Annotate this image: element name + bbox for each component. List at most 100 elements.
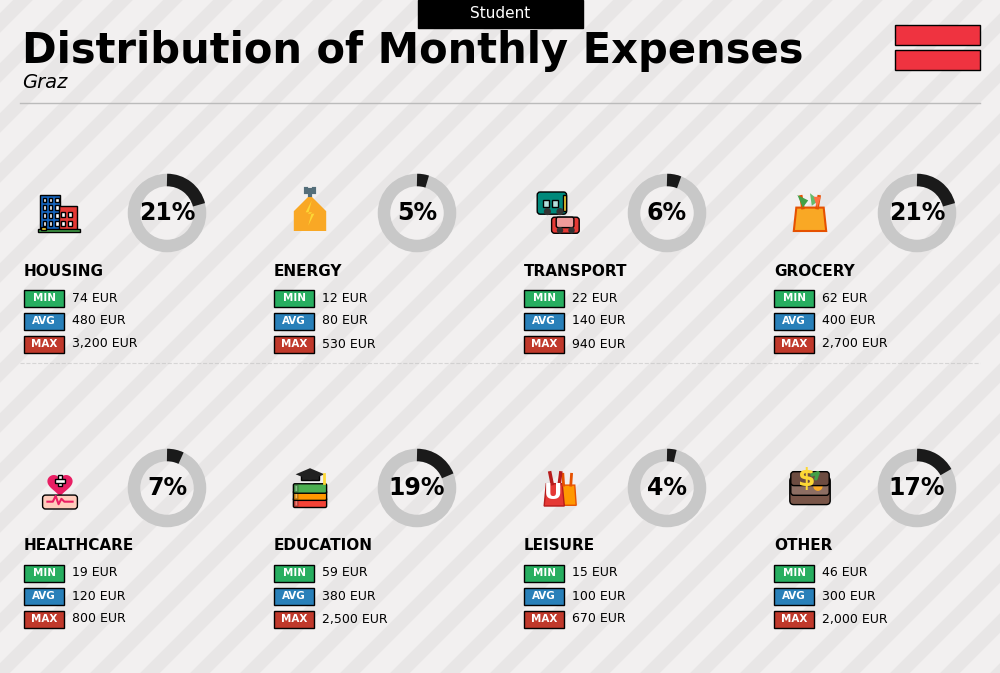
Text: 6%: 6% [647,201,687,225]
FancyBboxPatch shape [49,205,52,210]
Text: LEISURE: LEISURE [524,538,595,553]
Text: MIN: MIN [532,568,556,578]
Text: U: U [544,483,563,503]
Text: 17%: 17% [889,476,945,500]
Text: EDUCATION: EDUCATION [274,538,373,553]
FancyBboxPatch shape [24,336,64,353]
FancyBboxPatch shape [774,312,814,330]
FancyBboxPatch shape [293,498,327,507]
Text: 400 EUR: 400 EUR [822,314,876,328]
FancyBboxPatch shape [274,610,314,627]
FancyBboxPatch shape [49,221,52,225]
FancyBboxPatch shape [59,206,77,231]
Text: MAX: MAX [281,614,307,624]
Text: MIN: MIN [283,568,306,578]
FancyBboxPatch shape [55,205,59,210]
FancyBboxPatch shape [68,221,72,225]
Circle shape [557,227,563,234]
Text: 3,200 EUR: 3,200 EUR [72,337,138,351]
Text: 2,000 EUR: 2,000 EUR [822,612,888,625]
FancyBboxPatch shape [274,312,314,330]
FancyBboxPatch shape [774,588,814,604]
Text: 21%: 21% [889,201,945,225]
Text: MAX: MAX [531,339,557,349]
FancyBboxPatch shape [24,289,64,306]
Polygon shape [794,207,826,231]
FancyBboxPatch shape [43,213,46,217]
Text: MAX: MAX [531,614,557,624]
FancyBboxPatch shape [295,485,298,492]
Text: AVG: AVG [782,591,806,601]
Text: Distribution of Monthly Expenses: Distribution of Monthly Expenses [22,30,804,72]
Text: MAX: MAX [281,339,307,349]
FancyBboxPatch shape [774,610,814,627]
Polygon shape [797,195,808,207]
FancyBboxPatch shape [55,197,59,202]
Circle shape [556,208,564,215]
FancyBboxPatch shape [524,588,564,604]
Text: $: $ [798,466,815,491]
Text: 80 EUR: 80 EUR [322,314,368,328]
FancyBboxPatch shape [43,205,46,210]
FancyBboxPatch shape [552,217,579,234]
FancyBboxPatch shape [790,476,830,505]
Text: 15 EUR: 15 EUR [572,567,618,579]
Text: MAX: MAX [31,339,57,349]
FancyBboxPatch shape [58,475,62,486]
FancyBboxPatch shape [68,212,72,217]
FancyBboxPatch shape [24,565,64,581]
Text: HEALTHCARE: HEALTHCARE [24,538,134,553]
Text: 21%: 21% [139,201,195,225]
Text: MIN: MIN [782,568,806,578]
Text: MIN: MIN [32,293,56,303]
FancyBboxPatch shape [49,213,52,217]
FancyBboxPatch shape [774,565,814,581]
Polygon shape [296,468,324,480]
FancyBboxPatch shape [895,25,980,45]
Polygon shape [544,484,564,506]
Text: Graz: Graz [22,73,67,92]
Text: 480 EUR: 480 EUR [72,314,126,328]
FancyBboxPatch shape [524,610,564,627]
Text: AVG: AVG [532,591,556,601]
Text: 2,500 EUR: 2,500 EUR [322,612,388,625]
Text: 120 EUR: 120 EUR [72,590,126,602]
FancyBboxPatch shape [524,336,564,353]
Text: 46 EUR: 46 EUR [822,567,868,579]
Text: MAX: MAX [781,614,807,624]
FancyBboxPatch shape [55,213,59,217]
Text: 670 EUR: 670 EUR [572,612,626,625]
Text: 5%: 5% [397,201,437,225]
FancyBboxPatch shape [537,192,567,214]
Text: HOUSING: HOUSING [24,264,104,279]
Text: 7%: 7% [147,476,187,500]
Text: OTHER: OTHER [774,538,832,553]
Text: AVG: AVG [32,316,56,326]
FancyBboxPatch shape [43,495,77,509]
FancyBboxPatch shape [301,474,319,480]
FancyBboxPatch shape [524,565,564,581]
Text: 19%: 19% [389,476,445,500]
Text: TRANSPORT: TRANSPORT [524,264,628,279]
FancyBboxPatch shape [49,197,52,202]
FancyBboxPatch shape [55,221,59,225]
Text: 380 EUR: 380 EUR [322,590,376,602]
Text: 59 EUR: 59 EUR [322,567,368,579]
Circle shape [813,481,823,491]
FancyBboxPatch shape [563,195,566,211]
Circle shape [568,227,575,234]
Text: MAX: MAX [31,614,57,624]
Text: MIN: MIN [283,293,306,303]
FancyBboxPatch shape [293,491,327,500]
FancyBboxPatch shape [38,229,80,232]
Text: 19 EUR: 19 EUR [72,567,118,579]
FancyBboxPatch shape [61,221,65,225]
Text: AVG: AVG [282,591,306,601]
FancyBboxPatch shape [41,227,46,230]
FancyBboxPatch shape [774,336,814,353]
FancyBboxPatch shape [55,479,65,483]
Text: MIN: MIN [532,293,556,303]
FancyBboxPatch shape [791,472,829,486]
Polygon shape [294,195,326,231]
FancyBboxPatch shape [43,197,46,202]
